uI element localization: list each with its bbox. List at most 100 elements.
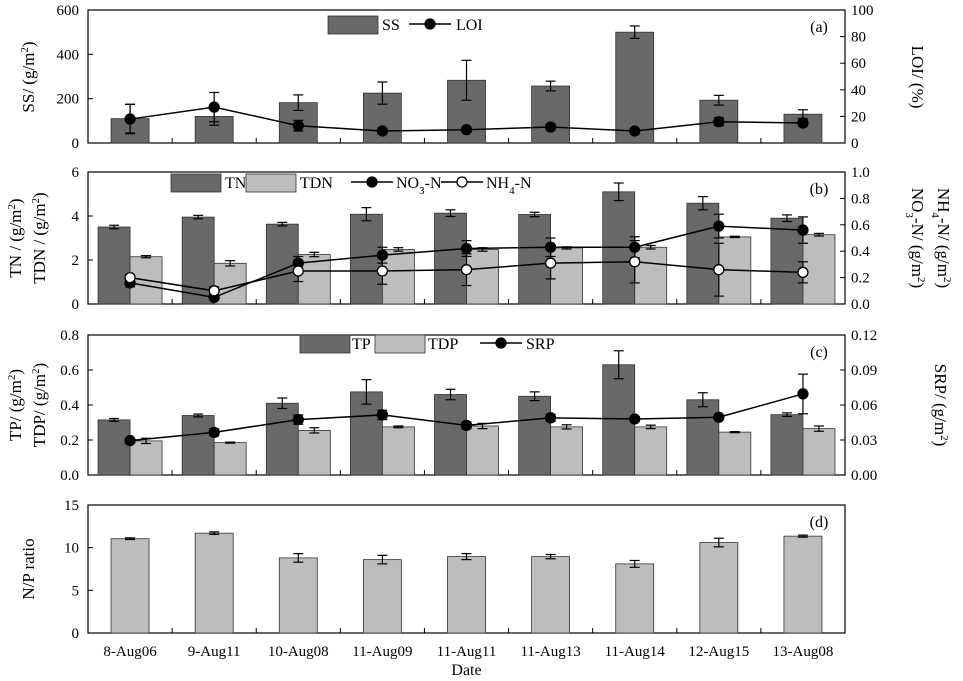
x-category-label: 11-Aug14 [605, 644, 666, 660]
panel-b-line-nh4-n-point [376, 265, 389, 277]
panel-d-bar-errorbar [461, 553, 472, 561]
panel-b-bar-tdn [550, 247, 584, 305]
panel-b-ytick-right-label: 0.8 [851, 191, 870, 207]
panel-c-ytick-left-label: 0.8 [60, 328, 79, 344]
panel-a-bar-errorbar [461, 59, 472, 101]
panel-c-bar-tp [265, 402, 299, 476]
panel-c-bar-errorbar [445, 388, 456, 401]
panel-b-bar-tdn [634, 246, 668, 305]
panel-b-ytick-left-label: 6 [72, 165, 80, 181]
panel-c-ytick-right-label: 0.06 [851, 398, 878, 414]
panel-b-ytick-right-label: 0.6 [851, 218, 870, 234]
panel-c-bar-errorbar [813, 425, 824, 432]
panel-a-ytick-right-label: 100 [851, 3, 874, 19]
panel-c-bar-tdp [718, 431, 752, 476]
panel-b-bar-errorbar [141, 255, 152, 259]
legend-b-nh4-marker [456, 176, 468, 188]
panel-c-bar-errorbar [561, 424, 572, 430]
panel-c-bar-errorbar [109, 417, 120, 422]
panel-c-bar-errorbar [277, 397, 288, 410]
panel-b-line-nh4-n-point [544, 257, 557, 269]
panel-a-line-loi-point [713, 116, 725, 128]
panel-c-line-srp-point [208, 426, 220, 439]
panel-b-ytick-right-label: 0.2 [851, 271, 870, 287]
panel-a-ylabel-right: LOI/ (%) [908, 46, 927, 109]
panel-b-ytick-left-label: 2 [72, 253, 80, 269]
panel-a-ytick-right-label: 80 [851, 30, 866, 46]
panel-b-line-no3-n-point [460, 242, 473, 255]
panel-b-bar-errorbar [813, 232, 824, 237]
panel-b-line-nh4-n-point [797, 266, 809, 278]
panel-b-bar-tdn [466, 249, 499, 305]
panel-b-line-no3-n-point [713, 220, 725, 232]
panel-b-bar-errorbar [309, 251, 320, 258]
panel-a-line-loi-point [208, 101, 220, 113]
panel-a-ytick-left-label: 400 [57, 47, 80, 63]
panel-d-ylabel-left: N/P ratio [19, 538, 38, 599]
panel-b-bar-tn [518, 214, 552, 305]
legend-c-srp-label: SRP [526, 336, 555, 353]
panel-b-line-no3-n-point [797, 224, 809, 236]
panel-c-ytick-left-label: 0.6 [60, 363, 79, 379]
panel-a-line-loi-point [292, 120, 304, 132]
panel-d-bar-n-p-ratio [531, 556, 571, 634]
panel-c-bar-tdp [550, 426, 584, 476]
panel-a-ytick-right-label: 20 [851, 109, 866, 125]
panel-d-ytick-left-label: 15 [64, 498, 79, 514]
panel-c-line-srp-point [292, 413, 304, 426]
panel-b-line-nh4-n-point [460, 264, 473, 276]
panel-c-label: (c) [810, 344, 828, 361]
panel-d-bar-errorbar [377, 554, 388, 565]
x-axis-title: Date [451, 662, 481, 679]
panel-d-bar-n-p-ratio [447, 556, 486, 634]
panel-c-line-srp-point [629, 413, 641, 425]
panel-c-ytick-right-label: 0.09 [851, 363, 877, 379]
panel-a-ytick-left-label: 200 [57, 92, 80, 108]
panel-c-bar-errorbar [645, 424, 656, 430]
panel-b-bar-tn [349, 213, 383, 305]
legend-c-srp-marker [495, 337, 507, 349]
panel-d-bar-errorbar [629, 559, 640, 568]
panel-a-line-loi-point [376, 125, 389, 137]
panel-b-bar-errorbar [781, 214, 792, 223]
panel-b-bar-tdn [381, 249, 415, 305]
panel-d-bar-n-p-ratio [362, 559, 402, 634]
panel-b-bar-errorbar [645, 244, 656, 250]
panel-c-bar-tdp [297, 429, 331, 476]
legend-b-no3-label: NO3-N [396, 175, 442, 197]
legend-c-tdp-label: TDP [428, 336, 458, 353]
panel-d-bar-errorbar [125, 537, 136, 541]
panel-a-bar-errorbar [713, 94, 724, 106]
panel-c-ylabel-left-tdp: TDP/ (g/m2) [30, 363, 49, 447]
panel-c-bar-tp [434, 394, 467, 476]
panel-a-bar-errorbar [545, 80, 556, 92]
panel-b-bar-errorbar [445, 209, 456, 218]
panel-b-bar-errorbar [613, 182, 624, 202]
panel-a-bar-errorbar [293, 94, 304, 112]
panel-c-line-srp-point [797, 388, 809, 400]
panel-c-bar-tp [181, 415, 215, 476]
x-category-label: 13-Aug08 [773, 644, 834, 660]
panel-c-ytick-left-label: 0.4 [60, 398, 79, 414]
panel-b-ylabel-right-nh4: NH4-N/ (g/m2) [929, 188, 953, 288]
panel-d-bar-n-p-ratio [110, 538, 150, 634]
panel-a-line-loi-point [460, 124, 473, 136]
panel-c-line-srp-point [713, 411, 725, 423]
legend-b-nh4-label: NH4-N [486, 175, 532, 197]
panel-c-bar-errorbar [309, 427, 320, 434]
x-category-label: 11-Aug11 [437, 644, 497, 660]
panel-b-bar-errorbar [529, 211, 540, 218]
legend-b-tdn-label: TDN [300, 175, 333, 192]
legend-a-loi-label: LOI [456, 17, 483, 34]
panel-c-ylabel-left-tp: TP/ (g/m2) [6, 369, 25, 441]
panel-c-bar-tp [686, 399, 720, 476]
legend-b-tdn-swatch [245, 173, 297, 193]
panel-c-bar-tdp [466, 425, 499, 476]
legend-b-no3-marker [366, 176, 378, 188]
panel-d-bar-n-p-ratio [699, 542, 739, 634]
panel-c-bar-tp [518, 395, 552, 476]
panel-a-label: (a) [810, 19, 828, 36]
panel-d-bar-errorbar [293, 553, 304, 563]
panel-b-bar-errorbar [277, 221, 288, 227]
